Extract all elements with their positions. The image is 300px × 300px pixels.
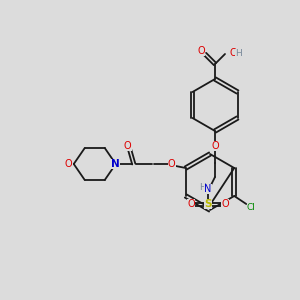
Text: S: S: [204, 199, 212, 209]
Text: O: O: [221, 199, 229, 209]
Text: O: O: [211, 141, 219, 151]
Text: N: N: [111, 159, 120, 169]
Text: O: O: [187, 199, 195, 209]
Text: H: H: [199, 182, 206, 191]
Text: N: N: [204, 184, 212, 194]
Text: H: H: [235, 49, 242, 58]
Text: O: O: [124, 141, 132, 151]
Text: O: O: [65, 159, 73, 169]
Text: O: O: [168, 159, 176, 169]
Text: O: O: [197, 46, 205, 56]
Text: Cl: Cl: [247, 202, 256, 211]
Text: O: O: [229, 48, 237, 58]
